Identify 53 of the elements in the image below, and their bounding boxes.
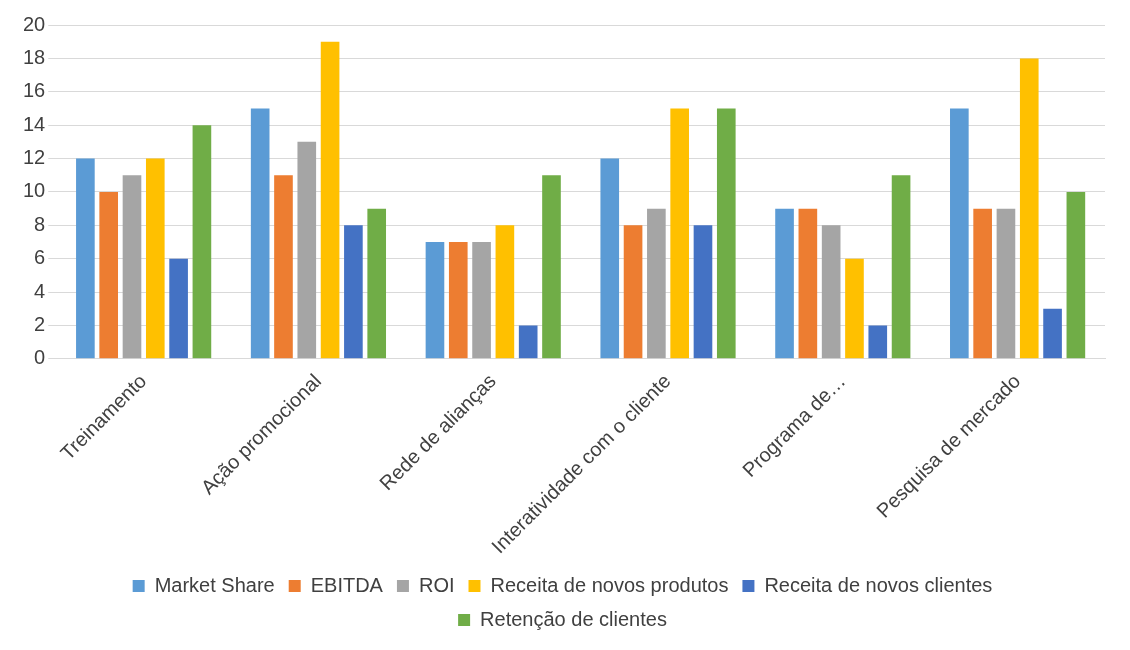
bar	[891, 175, 911, 359]
bar	[845, 258, 864, 359]
bar	[274, 175, 293, 359]
y-tick-label: 8	[34, 212, 46, 235]
bar	[716, 108, 736, 359]
y-tick-label: 4	[34, 279, 46, 302]
bar	[1043, 308, 1062, 359]
bar	[192, 125, 212, 359]
bar	[169, 258, 188, 359]
bar	[472, 242, 491, 359]
bar	[76, 158, 95, 359]
legend-label: Retenção de clientes	[480, 607, 667, 630]
y-tick-label: 12	[23, 146, 46, 169]
bar	[367, 208, 387, 359]
bar	[973, 208, 992, 359]
y-tick-label: 10	[23, 179, 46, 202]
y-tick-label: 0	[34, 346, 46, 369]
bar	[1066, 191, 1086, 359]
bar	[868, 325, 888, 359]
bar	[1019, 58, 1039, 359]
bar	[448, 242, 468, 359]
bar	[344, 225, 363, 359]
bar	[623, 225, 643, 359]
y-tick-label: 6	[34, 246, 46, 269]
bar	[145, 158, 165, 359]
bar	[542, 175, 561, 359]
bar	[518, 325, 538, 359]
bar	[122, 175, 142, 359]
bar	[250, 108, 270, 359]
bar	[775, 208, 794, 359]
bar	[425, 242, 445, 359]
bar	[647, 208, 666, 359]
y-tick-label: 16	[23, 79, 46, 102]
legend-label: EBITDA	[310, 573, 384, 596]
bar	[297, 141, 317, 359]
y-tick-label: 20	[23, 12, 46, 35]
bar	[670, 108, 689, 359]
legend-label: Receita de novos clientes	[764, 573, 993, 596]
y-tick-label: 14	[23, 112, 46, 135]
bar	[821, 225, 841, 359]
y-tick-label: 2	[34, 313, 46, 335]
bar	[798, 208, 818, 359]
y-tick-label: 18	[23, 45, 46, 68]
bar	[99, 191, 119, 359]
legend-label: Market Share	[154, 573, 275, 596]
bar	[320, 41, 340, 359]
legend-label: Receita de novos produtos	[490, 573, 729, 596]
bar	[996, 208, 1016, 359]
bar	[600, 158, 620, 359]
bar	[693, 225, 713, 359]
bar	[950, 108, 969, 359]
bar	[495, 225, 515, 359]
legend-label: ROI	[418, 573, 455, 596]
